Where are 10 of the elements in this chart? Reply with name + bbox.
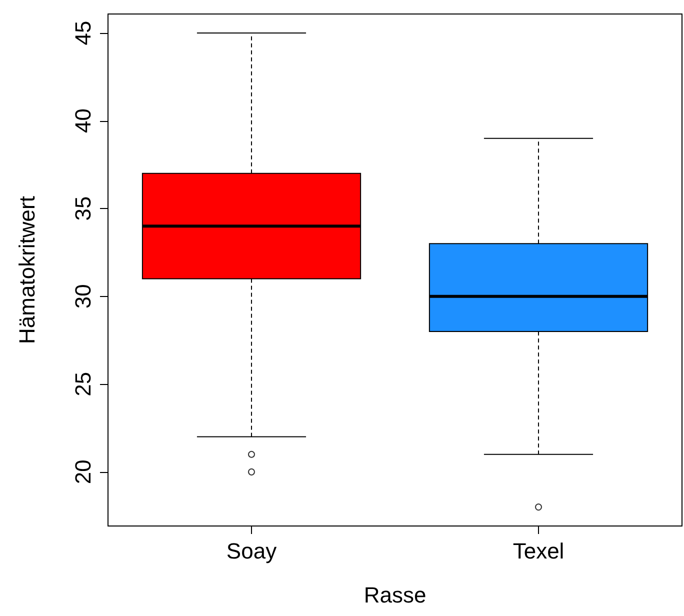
x-axis-title: Rasse [364,582,426,608]
y-tick-label: 20 [70,460,96,484]
y-tick-label: 45 [70,20,96,46]
y-axis-title: Hämatokritwert [14,196,40,344]
y-tick-label: 40 [70,108,96,133]
x-tick-label: Texel [512,538,564,564]
y-tick-label: 25 [70,372,96,396]
x-tick-label: Soay [226,538,277,564]
y-tick-label: 30 [70,284,96,309]
y-tick-label: 35 [70,196,96,221]
